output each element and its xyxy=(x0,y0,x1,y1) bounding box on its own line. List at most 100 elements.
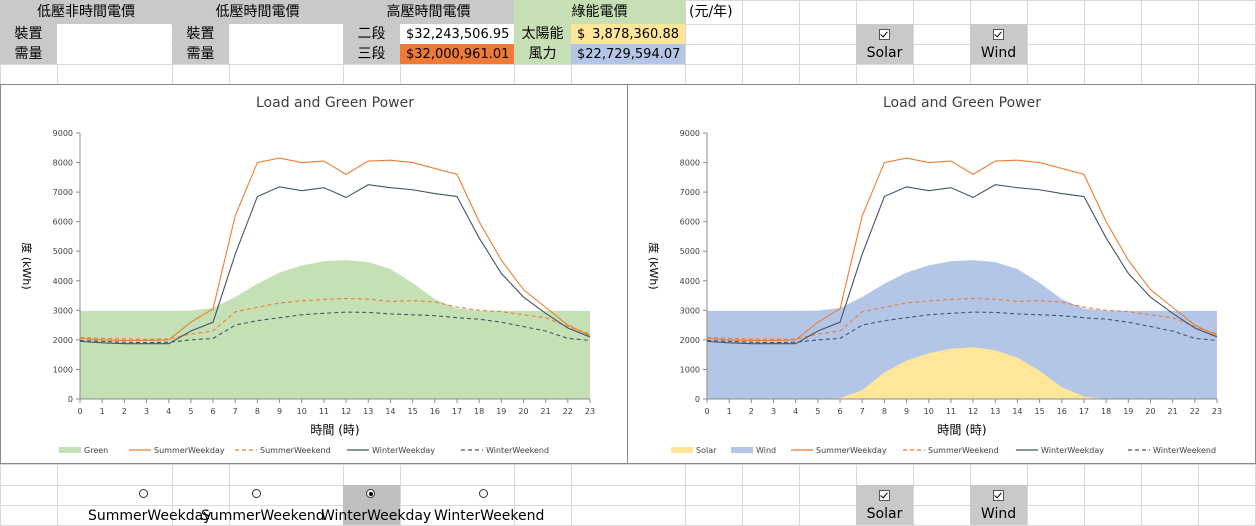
x-tick-label: 18 xyxy=(474,407,484,416)
x-tick-label: 4 xyxy=(793,407,798,416)
y-tick-label: 9000 xyxy=(680,129,700,138)
chart-load-green[interactable]: Load and Green Power 0 1000 2000 3000 4000 500… xyxy=(0,84,628,464)
dollar-sign: $ xyxy=(406,46,415,62)
toggle-label: Solar xyxy=(866,45,903,61)
dollar-sign: $ xyxy=(577,26,586,42)
x-tick-label: 12 xyxy=(968,407,978,416)
y-tick-label: 2000 xyxy=(680,336,700,345)
input-install-2[interactable] xyxy=(229,24,343,44)
x-tick-label: 22 xyxy=(563,407,573,416)
chart-svg-solar-wind: Load and Green Power 0 1000 2000 3000 4000 500… xyxy=(647,95,1222,455)
x-tick-label: 15 xyxy=(408,407,418,416)
x-tick-label: 21 xyxy=(1168,407,1178,416)
x-axis-label: 時間 (時) xyxy=(310,423,359,437)
radio-label-summer-weekday: SummerWeekday xyxy=(88,508,212,524)
amount-solar: 3,878,360.88 xyxy=(592,26,679,42)
x-tick-label: 12 xyxy=(341,407,351,416)
toggle-label: Solar xyxy=(866,506,903,522)
legend-item-green: Green xyxy=(59,446,108,455)
legend-item-summerweekend: SummerWeekend xyxy=(903,446,999,455)
label-install-2: 裝置 xyxy=(172,24,229,44)
x-tick-label: 1 xyxy=(727,407,732,416)
legend-label: WinterWeekend xyxy=(1153,446,1216,455)
x-tick-label: 1 xyxy=(100,407,105,416)
series-summerweekday xyxy=(706,157,1218,342)
x-tick-label: 10 xyxy=(297,407,307,416)
x-tick-label: 8 xyxy=(255,407,260,416)
series-summerweekday xyxy=(79,157,591,342)
radio-winter-weekend[interactable] xyxy=(479,489,488,498)
radio-summer-weekday[interactable] xyxy=(139,489,148,498)
header-low-non-tou: 低壓非時間電價 xyxy=(0,0,172,24)
x-tick-label: 14 xyxy=(385,407,395,416)
value-stage3[interactable]: $ 32,000,961.01 xyxy=(400,44,514,64)
value-wind[interactable]: $ 22,729,594.07 xyxy=(571,44,685,64)
y-tick-label: 7000 xyxy=(53,188,73,197)
x-tick-label: 2 xyxy=(749,407,754,416)
toggle-wind-top[interactable]: Wind xyxy=(970,24,1027,64)
legend-label: Green xyxy=(84,446,108,455)
y-tick-label: 5000 xyxy=(680,247,700,256)
checkbox-icon[interactable] xyxy=(993,490,1004,501)
legend-item-winterweekday: WinterWeekday xyxy=(347,446,435,455)
x-tick-label: 0 xyxy=(704,407,709,416)
x-tick-label: 10 xyxy=(924,407,934,416)
toggle-solar-top[interactable]: Solar xyxy=(856,24,913,64)
x-tick-label: 7 xyxy=(860,407,865,416)
y-tick-label: 8000 xyxy=(680,159,700,168)
toggle-solar-bottom[interactable]: Solar xyxy=(856,485,913,525)
x-tick-label: 5 xyxy=(815,407,820,416)
checkbox-icon[interactable] xyxy=(993,29,1004,40)
input-demand-2[interactable] xyxy=(229,44,343,64)
x-tick-label: 11 xyxy=(946,407,956,416)
y-axis-label: 度 (kWh) xyxy=(20,242,34,289)
x-tick-label: 20 xyxy=(1145,407,1155,416)
series-summerweekend xyxy=(79,297,591,340)
legend-item-solar: Solar xyxy=(671,446,717,455)
x-tick-label: 5 xyxy=(188,407,193,416)
label-stage2: 二段 xyxy=(343,24,400,44)
legend-label: SummerWeekday xyxy=(154,446,225,455)
label-demand-2: 需量 xyxy=(172,44,229,64)
toggle-wind-bottom[interactable]: Wind xyxy=(970,485,1027,525)
y-axis-label: 度 (kWh) xyxy=(647,242,661,289)
x-tick-label: 13 xyxy=(363,407,373,416)
legend-item-summerweekday: SummerWeekday xyxy=(791,446,887,455)
x-tick-label: 19 xyxy=(496,407,506,416)
header-low-tou: 低壓時間電價 xyxy=(172,0,343,24)
x-tick-label: 0 xyxy=(77,407,82,416)
label-solar: 太陽能 xyxy=(514,24,571,44)
legend-label: WinterWeekday xyxy=(372,446,435,455)
label-install-1: 裝置 xyxy=(0,24,57,44)
chart-load-solar-wind[interactable]: Load and Green Power 0 1000 2000 3000 4000 500… xyxy=(627,84,1256,464)
x-tick-label: 4 xyxy=(166,407,171,416)
y-tick-label: 9000 xyxy=(53,129,73,138)
chart-svg-green: Load and Green Power 0 1000 2000 3000 4000 500… xyxy=(20,95,595,455)
area-green xyxy=(80,260,590,399)
x-tick-label: 2 xyxy=(122,407,127,416)
value-solar[interactable]: $ 3,878,360.88 xyxy=(571,24,685,44)
series-winterweekend xyxy=(706,311,1218,344)
chart-title: Load and Green Power xyxy=(883,95,1041,111)
legend-swatch xyxy=(671,447,693,453)
y-tick-label: 4000 xyxy=(53,277,73,286)
series-winterweekday xyxy=(706,184,1218,345)
x-tick-label: 13 xyxy=(990,407,1000,416)
input-demand-1[interactable] xyxy=(57,44,171,64)
radio-winter-weekday[interactable] xyxy=(366,489,375,498)
legend-item-winterweekday: WinterWeekday xyxy=(1016,446,1104,455)
radio-summer-weekend[interactable] xyxy=(252,489,261,498)
header-unit: (元/年) xyxy=(689,4,733,20)
y-tick-label: 6000 xyxy=(680,218,700,227)
value-stage2[interactable]: $ 32,243,506.95 xyxy=(400,24,514,44)
input-install-1[interactable] xyxy=(57,24,171,44)
checkbox-icon[interactable] xyxy=(879,490,890,501)
x-tick-label: 20 xyxy=(518,407,528,416)
dollar-sign: $ xyxy=(406,26,415,42)
toggle-label: Wind xyxy=(980,506,1017,522)
legend-item-winterweekend: WinterWeekend xyxy=(1128,446,1216,455)
legend-label: Wind xyxy=(756,446,776,455)
x-axis-label: 時間 (時) xyxy=(937,423,986,437)
checkbox-icon[interactable] xyxy=(879,29,890,40)
